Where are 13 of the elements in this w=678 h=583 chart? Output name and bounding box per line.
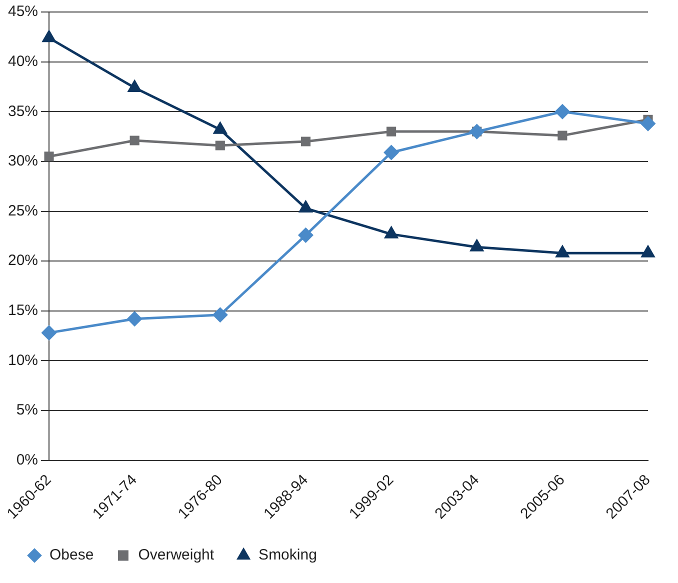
y-tick-label: 45% (8, 3, 38, 20)
legend-label: Smoking (258, 546, 317, 564)
legend-label: Overweight (138, 546, 215, 564)
legend-label: Obese (50, 546, 94, 564)
y-tick-label: 15% (8, 302, 38, 320)
y-tick-label: 20% (8, 252, 38, 270)
y-tick-label: 35% (8, 102, 38, 120)
y-tick-label: 5% (16, 402, 38, 419)
y-tick-label: 40% (8, 52, 38, 70)
y-tick-label: 0% (16, 451, 38, 468)
y-tick-label: 25% (8, 202, 38, 220)
y-tick-label: 10% (8, 352, 38, 369)
y-tick-label: 30% (8, 152, 38, 170)
